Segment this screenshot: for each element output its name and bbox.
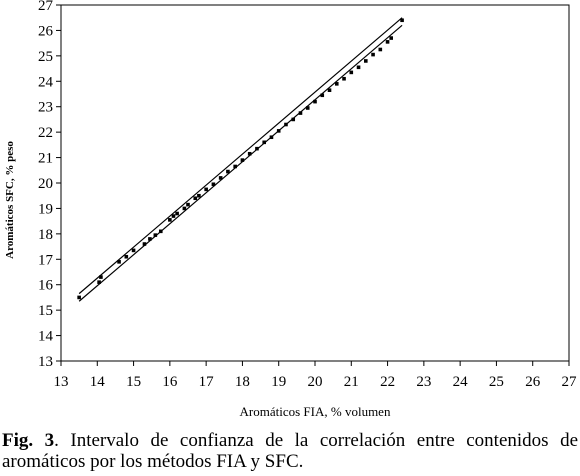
data-points	[77, 18, 404, 300]
data-point	[298, 111, 303, 115]
x-tick-label: 22	[380, 374, 395, 390]
data-point	[327, 88, 332, 92]
data-point	[204, 187, 208, 192]
x-axis-title: Aromáticos FIA, % volumen	[240, 404, 391, 419]
y-axis-title: Aromáticos SFC, % peso	[4, 141, 16, 259]
y-tick-label: 23	[38, 100, 53, 116]
data-point	[400, 18, 404, 23]
confidence-line	[78, 17, 403, 295]
x-tick-label: 13	[54, 374, 69, 390]
x-tick-label: 15	[126, 374, 141, 390]
y-tick-label: 22	[38, 125, 53, 141]
y-tick-label: 27	[38, 0, 54, 14]
x-axis-ticks: 13 14 15 16 17 18 19 20 21 22 23 24 25 26 27	[54, 361, 578, 390]
data-point	[356, 65, 361, 70]
data-point	[385, 40, 390, 44]
scatter-chart: 13 14 15 16 17 18 19 20 21 22 23 24 25 26 27 131415161…	[4, 0, 578, 419]
x-tick-label: 26	[525, 374, 541, 390]
data-point	[197, 193, 201, 198]
data-point	[389, 36, 393, 40]
figure-label: Fig. 3	[2, 430, 55, 451]
caption-text: . Intervalo de confianza de la correlaci…	[2, 430, 578, 472]
x-tick-label: 14	[90, 374, 106, 390]
data-point	[117, 260, 121, 264]
data-point	[171, 214, 176, 218]
data-point	[276, 129, 281, 133]
x-tick-label: 19	[271, 374, 286, 390]
y-tick-label: 25	[38, 49, 53, 65]
data-point	[142, 242, 147, 246]
y-tick-label: 20	[38, 176, 53, 192]
data-point	[99, 275, 103, 279]
y-tick-label: 13	[38, 354, 53, 370]
y-tick-label: 17	[38, 252, 54, 268]
data-point	[124, 254, 129, 259]
data-point	[240, 158, 245, 162]
data-point	[77, 295, 81, 300]
data-point	[168, 218, 172, 222]
y-tick-label: 18	[38, 227, 53, 243]
confidence-lines	[78, 17, 403, 302]
data-point	[193, 196, 198, 201]
x-tick-label: 23	[416, 374, 431, 390]
y-tick-label: 26	[38, 23, 54, 39]
data-point	[97, 280, 101, 284]
data-point	[349, 70, 354, 75]
data-point	[182, 206, 187, 211]
y-tick-label: 16	[38, 278, 54, 294]
x-tick-label: 16	[162, 374, 178, 390]
x-tick-label: 25	[489, 374, 504, 390]
data-point	[342, 76, 346, 81]
data-point	[255, 146, 259, 151]
figure-caption: Fig. 3. Intervalo de confianza de la cor…	[2, 430, 578, 472]
data-point	[320, 93, 325, 98]
data-point	[364, 59, 368, 63]
data-point	[218, 176, 223, 180]
x-tick-label: 27	[562, 374, 578, 390]
data-point	[284, 122, 288, 127]
x-tick-label: 17	[199, 374, 215, 390]
y-tick-label: 14	[38, 329, 54, 345]
data-point	[175, 211, 179, 216]
y-tick-label: 24	[38, 74, 54, 90]
data-point	[186, 202, 190, 207]
data-point	[226, 169, 230, 174]
data-point	[153, 233, 158, 237]
data-point	[291, 117, 296, 122]
x-tick-label: 21	[344, 374, 359, 390]
data-point	[247, 151, 252, 156]
x-tick-label: 24	[453, 374, 469, 390]
y-tick-label: 15	[38, 303, 53, 319]
y-tick-label: 21	[38, 151, 53, 167]
data-point	[269, 135, 274, 140]
confidence-line	[78, 24, 403, 302]
data-point	[313, 99, 317, 104]
y-tick-label: 19	[38, 201, 53, 217]
data-point	[131, 248, 136, 253]
y-axis-ticks: 13 14 15 16 17 18 19 20 21 22 23 24 25 26 27	[38, 0, 61, 370]
data-point	[334, 82, 339, 86]
data-point	[233, 164, 237, 169]
data-point	[378, 47, 383, 52]
data-point	[262, 140, 266, 145]
data-point	[305, 106, 310, 110]
plot-area	[60, 4, 570, 362]
data-point	[158, 229, 163, 234]
data-point	[148, 237, 152, 241]
data-point	[371, 52, 375, 57]
x-tick-label: 20	[308, 374, 323, 390]
x-tick-label: 18	[235, 374, 250, 390]
data-point	[211, 182, 216, 187]
